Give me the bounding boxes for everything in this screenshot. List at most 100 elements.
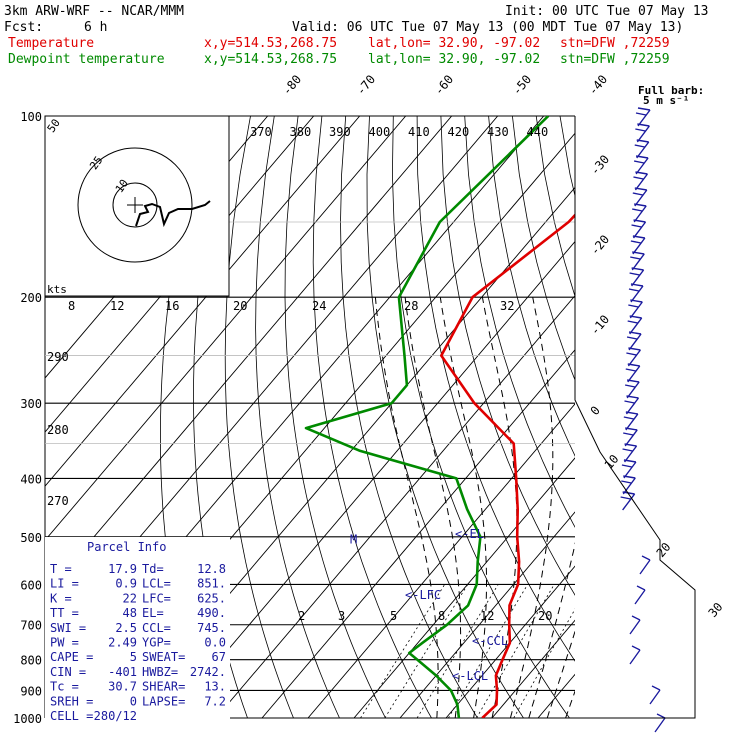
legend-dewpoint-xy: x,y=514.53,268.75 [204, 52, 337, 67]
pressure-label: 600 [20, 578, 42, 592]
pressure-label: 400 [20, 472, 42, 486]
legend-temperature-name: Temperature [8, 36, 94, 51]
parcel-row-value-2: 2742. [190, 665, 226, 679]
wind-barb-feather [621, 480, 632, 484]
wind-barb-feather [622, 491, 635, 495]
hodograph-scale-label: 12 [110, 299, 124, 313]
wind-barb-staff [622, 477, 636, 495]
isotherm-label: 0 [588, 403, 603, 418]
wind-barb-feather [630, 240, 642, 244]
parcel-row-value-2: 625. [197, 591, 226, 605]
dry-adiabat-line [703, 116, 740, 731]
wind-barb-staff [622, 493, 636, 511]
dry-adiabat-line [391, 116, 570, 718]
wind-barb-feather [623, 432, 634, 436]
dry-adiabat-line [488, 116, 575, 457]
dry-adiabat-line [416, 116, 575, 662]
hodograph-ring-label-10: 10 [113, 177, 131, 195]
wind-barb-feather [630, 299, 643, 303]
dry-adiabat-line [366, 116, 524, 718]
parcel-info-background [45, 537, 230, 727]
dry-adiabat-line [727, 116, 740, 731]
hodograph-scale-label: 8 [68, 299, 75, 313]
dry-adiabat-line [631, 116, 740, 731]
wind-barb-feather [632, 208, 643, 212]
pressure-label: 200 [20, 291, 42, 305]
wind-barb-feather [623, 416, 634, 420]
moist-adiabat-line [528, 541, 575, 718]
pressure-label: 800 [20, 654, 42, 668]
wind-barb-feather [622, 448, 633, 452]
parcel-row-value: 2.49 [108, 636, 137, 650]
isotherm-line [353, 457, 575, 718]
parcel-row-label-2: EL= [142, 606, 164, 620]
pressure-label: 700 [20, 619, 42, 633]
mixing-ratio-line [360, 584, 446, 718]
mixing-ratio-label: 2 [298, 609, 305, 623]
isotherm-label: -80 [280, 72, 305, 98]
parcel-row-label-2: Td= [142, 562, 164, 576]
wind-barb-feather [627, 379, 640, 383]
isotherm-line [215, 294, 575, 718]
wind-barb-feather [624, 443, 637, 447]
mixing-ratio-label: 8 [438, 609, 445, 623]
trace-dewpoint-temperature [304, 116, 550, 718]
wind-barb-feather [632, 235, 645, 239]
wind-barb-staff [636, 141, 650, 159]
wind-barb-staff [623, 461, 637, 479]
parcel-row-value-2: 7.2 [204, 694, 226, 708]
wind-barb-feather [633, 176, 644, 180]
isotherm-line [45, 116, 453, 596]
parcel-row-value-2: 851. [197, 577, 226, 591]
mixing-ratio-line [513, 608, 575, 718]
moist-adiabat-line [546, 629, 575, 718]
isotherm-label: -30 [588, 152, 613, 178]
wind-barb-staff [654, 717, 666, 733]
wind-barb-feather [641, 555, 651, 561]
parcel-marker: <-LFC [405, 588, 441, 602]
parcel-row-value: 280/12 [94, 709, 137, 723]
wind-barb-staff [625, 397, 640, 415]
wind-barb-staff [634, 589, 646, 605]
wind-barb-feather [625, 411, 638, 415]
hodograph-frame [44, 115, 230, 297]
wind-barb-feather [635, 112, 647, 116]
wind-barb-feather [624, 384, 636, 388]
pressure-label: 900 [20, 684, 42, 698]
isotherm-label: -50 [510, 72, 535, 98]
theta-label-left: 270 [47, 494, 69, 508]
barb-key-line1: Full barb: [638, 84, 704, 97]
pressure-label: 300 [20, 397, 42, 411]
wind-barb-feather [627, 363, 640, 367]
parcel-row-value-2: 745. [197, 621, 226, 635]
wind-barb-feather [629, 315, 642, 319]
theta-label: 420 [448, 125, 470, 139]
wind-barb-staff [629, 301, 643, 319]
wind-barb-staff [625, 413, 639, 431]
isotherm-line [491, 619, 575, 718]
legend-dewpoint-stn: stn=DFW ,72259 [560, 52, 670, 67]
valid-time: Valid: 06 UTC Tue 07 May 13 (00 MDT Tue … [292, 20, 683, 35]
pressure-label: 100 [20, 110, 42, 124]
wind-barb-staff [631, 269, 645, 287]
legend-dewpoint-latlon: lat,lon= 32.90, -97.02 [368, 52, 540, 67]
hodograph-scale-label: 24 [312, 299, 326, 313]
dry-adiabat-line [284, 116, 386, 718]
parcel-row-label-2: LCL= [142, 577, 171, 591]
theta-label: 380 [290, 125, 312, 139]
dry-adiabat-line [224, 116, 294, 718]
sounding-traces [304, 116, 575, 718]
wind-barb-feather [629, 272, 640, 276]
theta-label: 370 [250, 125, 272, 139]
parcel-marker: <-EL [455, 527, 484, 541]
dry-adiabat-line [464, 116, 575, 528]
wind-barb-feather [631, 615, 641, 621]
parcel-row-value: 0 [130, 694, 137, 708]
wind-barb-feather [627, 320, 638, 324]
parcel-row-label: PW = [50, 636, 79, 650]
dry-adiabat-line [655, 116, 740, 731]
parcel-row-label: T = [50, 562, 72, 576]
wind-barb-feather [628, 288, 640, 292]
parcel-row-label: LI = [50, 577, 79, 591]
